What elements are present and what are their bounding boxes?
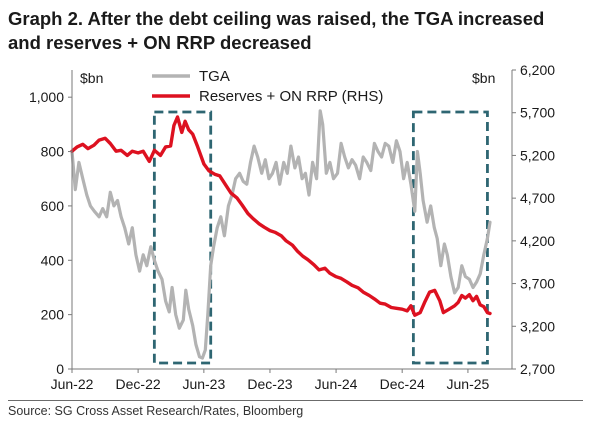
highlight-box-1 — [152, 110, 213, 365]
right-tick-label: 4,700 — [520, 190, 555, 206]
x-tick-label: Dec-23 — [247, 376, 292, 392]
divider-line — [8, 400, 583, 401]
chart-title-line-2: and reserves + ON RRP decreased — [8, 32, 312, 53]
legend: TGA Reserves + ON RRP (RHS) — [152, 68, 383, 105]
chart-title: Graph 2. After the debt ceiling was rais… — [8, 7, 593, 55]
series-lines — [70, 109, 492, 360]
left-tick-label: 800 — [41, 144, 65, 160]
right-tick-label: 3,200 — [520, 318, 555, 334]
left-tick-label: 0 — [56, 361, 64, 377]
left-tick-label: 200 — [41, 307, 65, 323]
x-tick-label: Jun-25 — [447, 376, 490, 392]
axes: 1,000 800 600 400 200 0 6,200 5,700 5,200 4,700 4,… — [29, 62, 555, 392]
right-tick-label: 2,700 — [520, 361, 555, 377]
right-tick-label: 3,700 — [520, 276, 555, 292]
highlight-box-2 — [411, 110, 489, 365]
chart-title-line-1: Graph 2. After the debt ceiling was rais… — [8, 8, 545, 29]
series-line-reserves — [70, 115, 492, 317]
series-line-tga — [70, 109, 492, 360]
legend-label-reserves: Reserves + ON RRP (RHS) — [199, 88, 383, 105]
x-tick-label: Jun-22 — [51, 376, 94, 392]
source-note: Source: SG Cross Asset Research/Rates, B… — [8, 404, 304, 418]
line-chart: TGA Reserves + ON RRP (RHS) $bn $bn 1,00… — [29, 62, 555, 392]
right-tick-label: 4,200 — [520, 233, 555, 249]
x-tick-label: Jun-24 — [315, 376, 358, 392]
left-axis-unit: $bn — [80, 70, 103, 86]
right-tick-label: 6,200 — [520, 62, 555, 78]
legend-label-tga: TGA — [199, 68, 230, 85]
left-tick-label: 1,000 — [29, 89, 64, 105]
x-tick-label: Jun-23 — [182, 376, 225, 392]
left-tick-label: 600 — [41, 198, 65, 214]
right-axis-unit: $bn — [472, 70, 495, 86]
x-tick-label: Dec-24 — [380, 376, 425, 392]
left-tick-label: 400 — [41, 252, 65, 268]
x-tick-label: Dec-22 — [116, 376, 161, 392]
right-tick-label: 5,700 — [520, 105, 555, 121]
right-tick-label: 5,200 — [520, 147, 555, 163]
